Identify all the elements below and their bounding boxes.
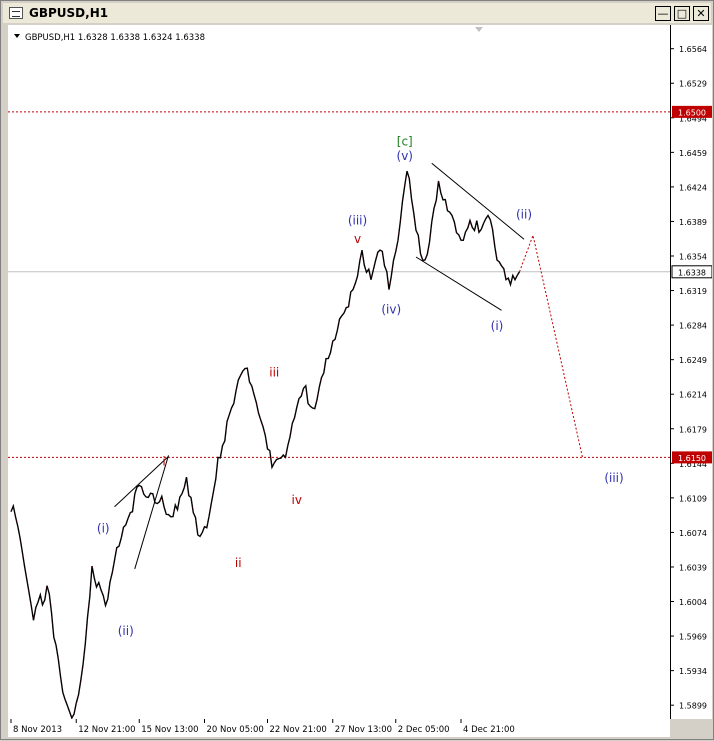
- price-axis: 1.6564 1.6529 1.6494 1.6459 1.6424 1.6389 1.63…: [670, 25, 713, 719]
- price-chart[interactable]: GBPUSD,H1 1.6328 1.6338 1.6324 1.6338 [c…: [8, 25, 670, 720]
- wave-label[interactable]: (i): [491, 319, 504, 333]
- price-tick-label: 1.6389: [679, 218, 707, 227]
- time-tick-label: 8 Nov 2013: [13, 725, 62, 735]
- chart-menu-arrow-icon[interactable]: [14, 34, 20, 38]
- close-icon[interactable]: ✕: [693, 6, 709, 21]
- price-tick-label: 1.6459: [679, 149, 707, 158]
- wave-label[interactable]: [c]: [397, 134, 413, 148]
- level-price-label: 1.6150: [678, 454, 706, 463]
- time-axis: 8 Nov 2013 12 Nov 21:00 15 Nov 13:00 20 Nov…: [8, 719, 670, 737]
- price-tick-label: 1.5969: [679, 633, 707, 642]
- maximize-icon[interactable]: □: [674, 6, 690, 21]
- level-price-tag: [672, 105, 712, 118]
- trendline[interactable]: [431, 162, 525, 240]
- price-tick-label: 1.6214: [679, 391, 707, 400]
- wave-label[interactable]: (iii): [348, 213, 367, 227]
- current-price-label: 1.6338: [678, 268, 706, 277]
- time-tick-label: 27 Nov 13:00: [335, 725, 392, 735]
- price-tick-label: 1.6284: [679, 322, 707, 331]
- title-bar[interactable]: GBPUSD,H1 — □ ✕: [3, 3, 711, 23]
- wave-label[interactable]: (iii): [604, 471, 623, 485]
- trendline[interactable]: [415, 256, 502, 311]
- wave-label[interactable]: (v): [397, 149, 413, 163]
- wave-label[interactable]: i: [162, 454, 165, 468]
- price-tick-label: 1.6494: [679, 114, 707, 123]
- time-tick-label: 12 Nov 21:00: [78, 725, 135, 735]
- chart-window-icon: [9, 7, 23, 19]
- time-tick-label: 2 Dec 05:00: [398, 725, 450, 735]
- wave-label[interactable]: iii: [269, 365, 279, 379]
- trendline[interactable]: [134, 455, 169, 570]
- chart-plot-area[interactable]: GBPUSD,H1 1.6328 1.6338 1.6324 1.6338 [c…: [8, 25, 670, 720]
- price-tick-label: 1.6004: [679, 598, 707, 607]
- price-tick-label: 1.6424: [679, 183, 707, 192]
- wave-label[interactable]: v: [354, 232, 361, 246]
- time-tick-label: 15 Nov 13:00: [141, 725, 198, 735]
- chart-shift-marker-icon[interactable]: [475, 27, 483, 32]
- price-series-line: [10, 170, 521, 720]
- trendline[interactable]: [114, 456, 169, 508]
- time-tick-label: 4 Dec 21:00: [463, 725, 515, 735]
- level-price-label: 1.6500: [678, 108, 706, 117]
- window-title: GBPUSD,H1: [29, 6, 109, 20]
- wave-label[interactable]: (i): [97, 521, 110, 535]
- level-price-tag: [672, 451, 712, 464]
- wave-label[interactable]: (iv): [381, 302, 401, 316]
- wave-label[interactable]: iv: [292, 493, 302, 507]
- price-tick-label: 1.6074: [679, 529, 707, 538]
- time-tick-label: 20 Nov 05:00: [207, 725, 264, 735]
- price-tick-label: 1.6319: [679, 287, 707, 296]
- price-tick-label: 1.6529: [679, 80, 707, 89]
- minimize-icon[interactable]: —: [655, 6, 671, 21]
- projection-path[interactable]: [519, 233, 583, 458]
- wave-label[interactable]: ii: [235, 556, 242, 570]
- wave-label[interactable]: (ii): [118, 624, 134, 638]
- price-tick-label: 1.6109: [679, 494, 707, 503]
- price-tick-label: 1.6144: [679, 460, 707, 469]
- price-tick-label: 1.5899: [679, 702, 707, 711]
- bearish-candle-accents: [10, 171, 520, 719]
- time-tick-label: 22 Nov 21:00: [270, 725, 327, 735]
- price-tick-label: 1.6564: [679, 45, 707, 54]
- wave-label[interactable]: (ii): [516, 207, 532, 221]
- price-tick-label: 1.5934: [679, 667, 707, 676]
- symbol-info: GBPUSD,H1 1.6328 1.6338 1.6324 1.6338: [25, 33, 205, 43]
- price-tick-label: 1.6249: [679, 356, 707, 365]
- price-tick-label: 1.6354: [679, 253, 707, 262]
- price-tick-label: 1.6039: [679, 563, 707, 572]
- price-tick-label: 1.6179: [679, 425, 707, 434]
